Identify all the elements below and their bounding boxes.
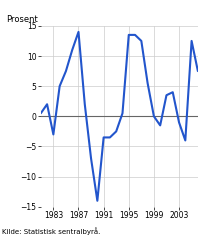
Text: Kilde: Statistisk sentralbyrå.: Kilde: Statistisk sentralbyrå. bbox=[2, 227, 100, 235]
Text: Prosent: Prosent bbox=[6, 15, 38, 24]
